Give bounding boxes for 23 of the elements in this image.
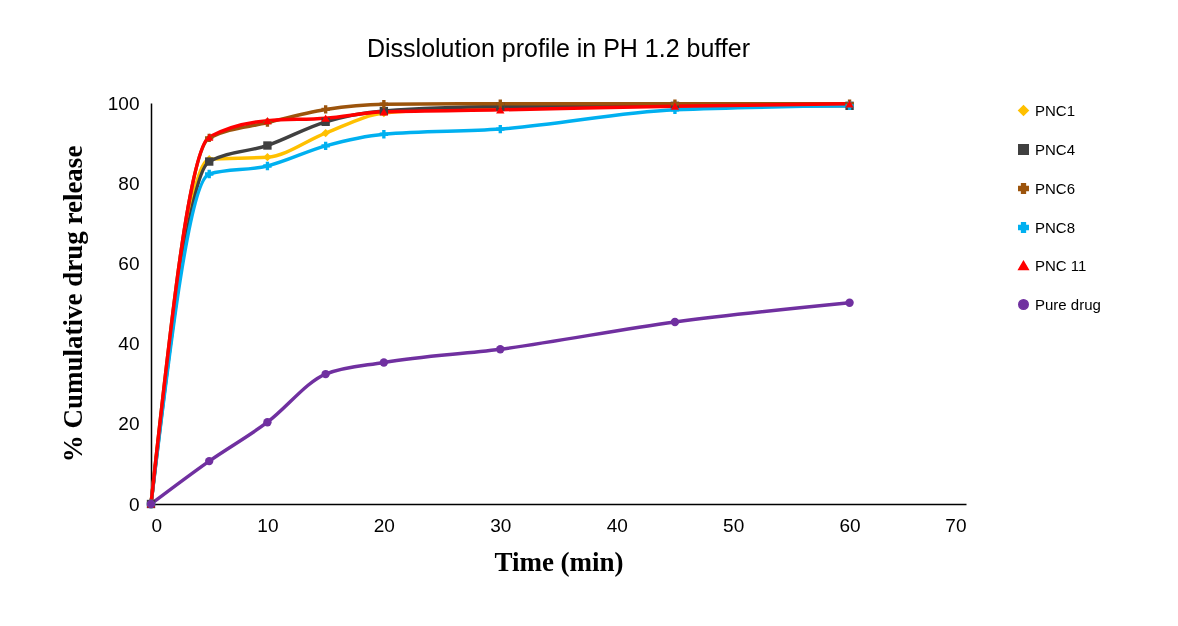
x-tick-label: 60 xyxy=(839,514,861,536)
x-tick-label: 40 xyxy=(606,514,628,536)
y-tick-label: 60 xyxy=(118,252,140,274)
legend-label: PNC 11 xyxy=(1035,256,1087,274)
legend-label: PNC8 xyxy=(1035,218,1076,236)
x-tick-label: 30 xyxy=(490,514,512,536)
chart-title: Disslolution profile in PH 1.2 buffer xyxy=(366,34,751,62)
x-tick-label: 50 xyxy=(723,514,745,536)
x-tick-label: 10 xyxy=(257,514,279,536)
x-axis-title: Time (min) xyxy=(494,546,624,577)
legend-label: PNC4 xyxy=(1035,140,1076,158)
legend-label: Pure drug xyxy=(1035,295,1101,313)
legend-label: PNC1 xyxy=(1035,101,1076,119)
y-tick-label: 20 xyxy=(118,413,140,435)
y-axis-title: % Cumulative drug release xyxy=(57,145,88,463)
x-tick-label: 0 xyxy=(151,514,163,536)
y-tick-label: 100 xyxy=(107,92,140,114)
legend-label: PNC6 xyxy=(1035,179,1076,197)
y-tick-label: 0 xyxy=(128,493,140,515)
y-tick-label: 40 xyxy=(118,333,140,355)
x-tick-label: 20 xyxy=(373,514,395,536)
y-tick-label: 80 xyxy=(118,172,140,194)
x-tick-label: 70 xyxy=(945,514,967,536)
